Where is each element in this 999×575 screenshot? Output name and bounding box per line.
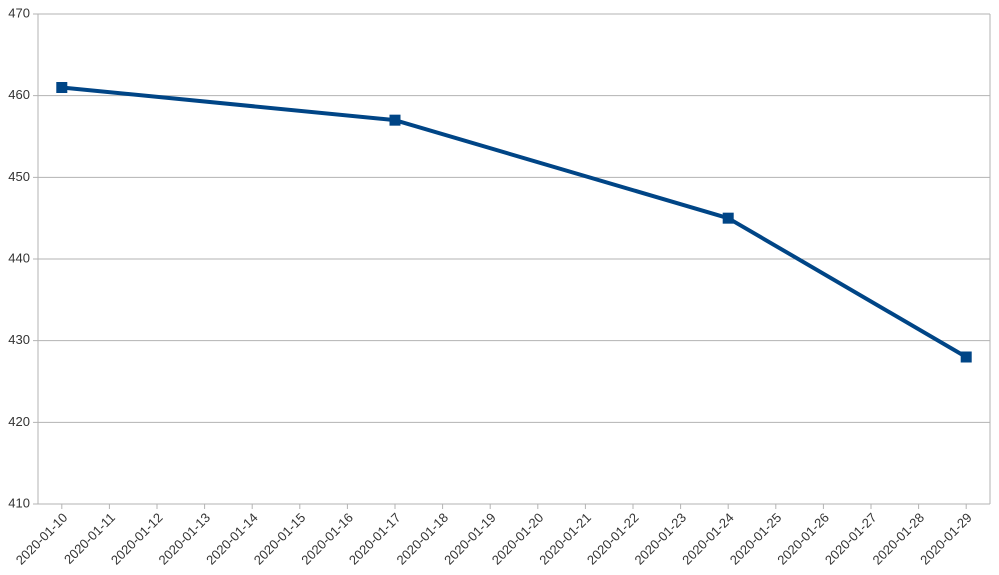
marker (389, 114, 401, 126)
y-tick-label: 460 (8, 87, 30, 102)
marker (56, 82, 68, 93)
y-tick-label: 450 (8, 169, 30, 184)
x-tick-label: 2020-01-29 (917, 510, 975, 568)
x-tick-label: 2020-01-10 (13, 510, 71, 568)
y-tick-label: 430 (8, 332, 30, 347)
y-tick-label: 440 (8, 250, 30, 265)
y-tick-label: 410 (8, 495, 30, 510)
series-line (61, 85, 968, 359)
marker (960, 351, 972, 363)
y-tick-label: 470 (8, 5, 30, 20)
marker (722, 212, 734, 224)
y-tick-label: 420 (8, 414, 30, 429)
